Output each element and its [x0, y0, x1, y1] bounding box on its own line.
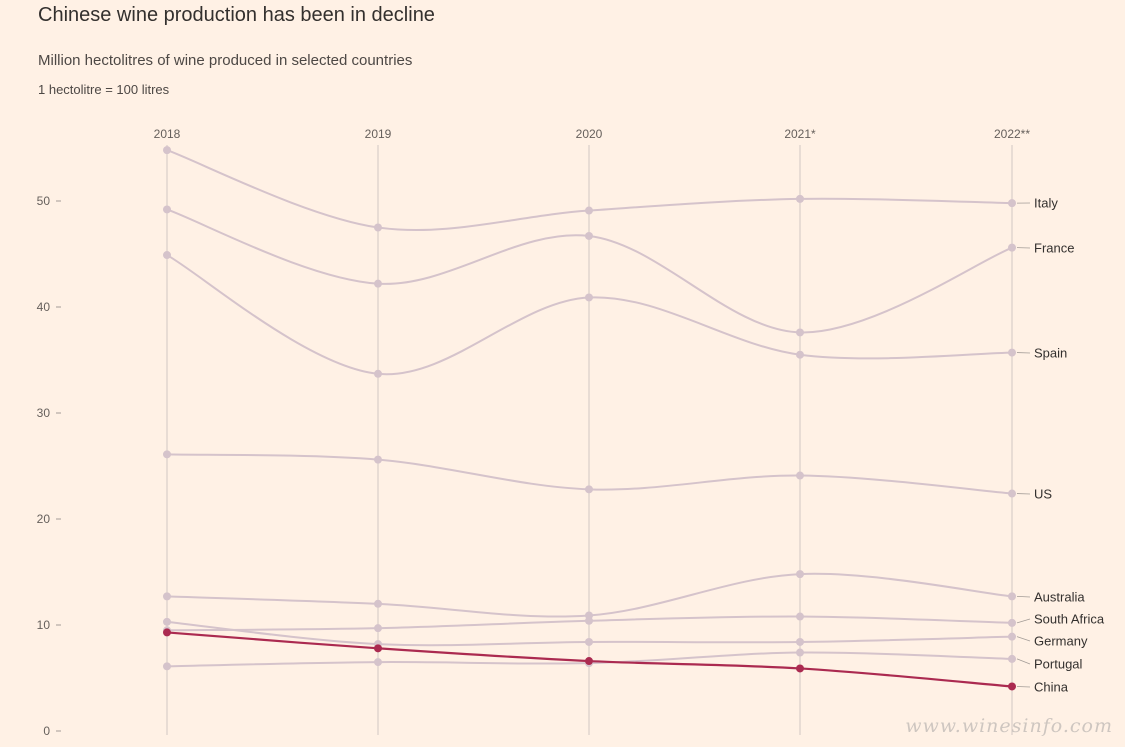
series-label-china: China	[1034, 680, 1069, 695]
series-label-spain: Spain	[1034, 346, 1067, 361]
data-point-germany	[585, 637, 593, 646]
data-point-italy	[585, 206, 593, 215]
data-point-us	[585, 485, 593, 494]
data-point-south-africa	[1008, 618, 1016, 627]
series-label-south-africa: South Africa	[1034, 612, 1105, 627]
data-point-spain	[585, 293, 593, 302]
watermark: www.winesinfo.com	[905, 715, 1113, 737]
data-point-portugal	[796, 648, 804, 657]
chart-title: Chinese wine production has been in decl…	[38, 4, 435, 26]
x-tick-label: 2018	[154, 127, 181, 141]
y-axis: 0 10 20 30 40 50	[37, 194, 61, 738]
x-axis: 2018 2019 2020 2021* 2022**	[154, 127, 1031, 141]
data-point-portugal	[163, 662, 171, 671]
label-connector	[1016, 636, 1031, 642]
chart-subtitle: Million hectolitres of wine produced in …	[38, 52, 413, 69]
data-point-portugal	[1008, 654, 1016, 663]
data-point-italy	[163, 146, 171, 155]
data-point-china	[585, 657, 593, 666]
data-point-australia	[796, 570, 804, 579]
y-tick-label: 10	[37, 618, 51, 632]
data-point-germany	[796, 637, 804, 646]
y-tick-label: 0	[43, 724, 50, 738]
data-point-south-africa	[585, 616, 593, 625]
data-point-china	[796, 664, 804, 673]
data-point-italy	[796, 194, 804, 203]
series-label-us: US	[1034, 487, 1052, 502]
series-labels: Italy France Spain US Australia South Africa G…	[1016, 196, 1105, 695]
data-point-portugal	[374, 658, 382, 667]
label-connector	[1016, 658, 1031, 665]
series-label-germany: Germany	[1034, 634, 1088, 649]
data-point-us	[374, 455, 382, 464]
data-point-spain	[163, 251, 171, 260]
series-label-france: France	[1034, 241, 1074, 256]
x-tick-label: 2022**	[994, 127, 1030, 141]
y-tick-label: 50	[37, 194, 51, 208]
data-point-china	[163, 628, 171, 637]
data-point-australia	[374, 599, 382, 608]
x-tick-label: 2021*	[784, 127, 816, 141]
x-tick-label: 2020	[576, 127, 603, 141]
data-point-germany	[163, 617, 171, 626]
series-label-portugal: Portugal	[1034, 657, 1083, 672]
chart-note: 1 hectolitre = 100 litres	[38, 82, 170, 97]
data-point-spain	[374, 369, 382, 378]
data-point-germany	[1008, 632, 1016, 641]
data-point-south-africa	[796, 612, 804, 621]
data-point-south-africa	[374, 624, 382, 633]
data-point-france	[796, 328, 804, 337]
x-tick-label: 2019	[365, 127, 392, 141]
data-point-france	[585, 231, 593, 240]
label-connector	[1016, 686, 1031, 688]
data-point-australia	[1008, 592, 1016, 601]
data-point-italy	[1008, 199, 1016, 208]
label-connector	[1016, 618, 1031, 624]
y-tick-label: 40	[37, 300, 51, 314]
data-point-france	[1008, 243, 1016, 252]
data-point-france	[374, 279, 382, 288]
data-point-china	[1008, 682, 1016, 691]
data-point-italy	[374, 223, 382, 232]
data-point-china	[374, 644, 382, 653]
label-connector	[1016, 595, 1031, 598]
y-tick-label: 30	[37, 406, 51, 420]
data-point-us	[163, 450, 171, 459]
data-point-australia	[163, 592, 171, 601]
y-tick-label: 20	[37, 512, 51, 526]
series-label-italy: Italy	[1034, 196, 1058, 211]
series-label-australia: Australia	[1034, 590, 1085, 605]
data-point-spain	[796, 350, 804, 359]
data-point-spain	[1008, 348, 1016, 357]
series-points	[163, 146, 1016, 691]
data-point-france	[163, 205, 171, 214]
data-point-us	[796, 471, 804, 480]
data-point-us	[1008, 489, 1016, 498]
